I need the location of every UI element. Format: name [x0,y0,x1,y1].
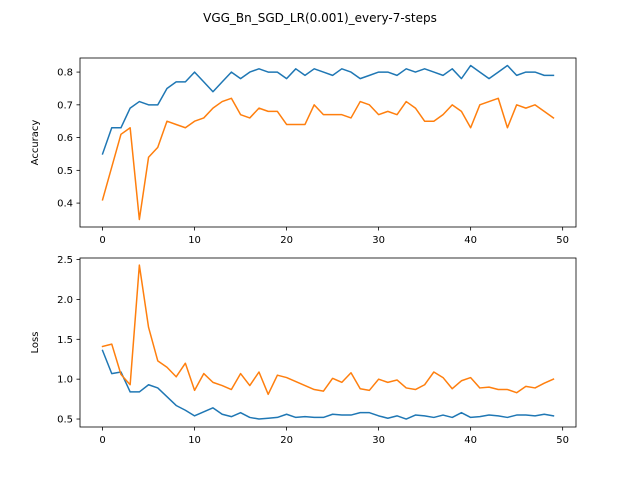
accuracy-x-tick-label: 30 [372,235,385,246]
loss-x-tick-label: 40 [464,435,477,446]
loss-x-tick-label: 20 [280,435,293,446]
accuracy-x-tick-label: 10 [188,235,201,246]
loss-y-tick-label: 1.5 [57,335,73,346]
loss-series-2-line [101,264,555,396]
loss-y-tick-label: 1.0 [57,375,73,386]
accuracy-y-tick-label: 0.5 [57,166,73,177]
accuracy-series-1-line [101,64,555,155]
accuracy-y-tick-label: 0.7 [57,100,73,111]
loss-y-tick-label: 0.5 [57,415,73,426]
accuracy-x-tick-label: 40 [464,235,477,246]
accuracy-series-2-line [101,97,555,221]
accuracy-y-tick-label: 0.8 [57,68,73,79]
accuracy-x-tick-label: 50 [556,235,569,246]
loss-x-tick-label: 10 [188,435,201,446]
accuracy-y-tick-label: 0.6 [57,133,73,144]
loss-y-tick-label: 2.0 [57,295,73,306]
loss-axes-frame [79,257,577,428]
loss-plot: 0 10 20 30 40 50 0.5 1.0 1.5 2.0 2.5 Loss [30,255,577,446]
loss-x-tick-label: 50 [556,435,569,446]
figure-title: VGG_Bn_SGD_LR(0.001)_every-7-steps [203,11,437,25]
accuracy-axes-frame [79,57,577,228]
loss-x-tick-label: 30 [372,435,385,446]
accuracy-plot: 0 10 20 30 40 50 0.4 0.5 0.6 0.7 0.8 Accuracy [30,57,577,246]
loss-series-1-line [101,349,555,420]
loss-y-tick-label: 2.5 [57,255,73,266]
loss-y-axis-label: Loss [30,332,41,354]
accuracy-y-axis-label: Accuracy [30,120,41,166]
accuracy-y-tick-label: 0.4 [57,199,73,210]
accuracy-x-tick-label: 0 [99,235,105,246]
accuracy-x-tick-label: 20 [280,235,293,246]
loss-x-tick-label: 0 [99,435,105,446]
